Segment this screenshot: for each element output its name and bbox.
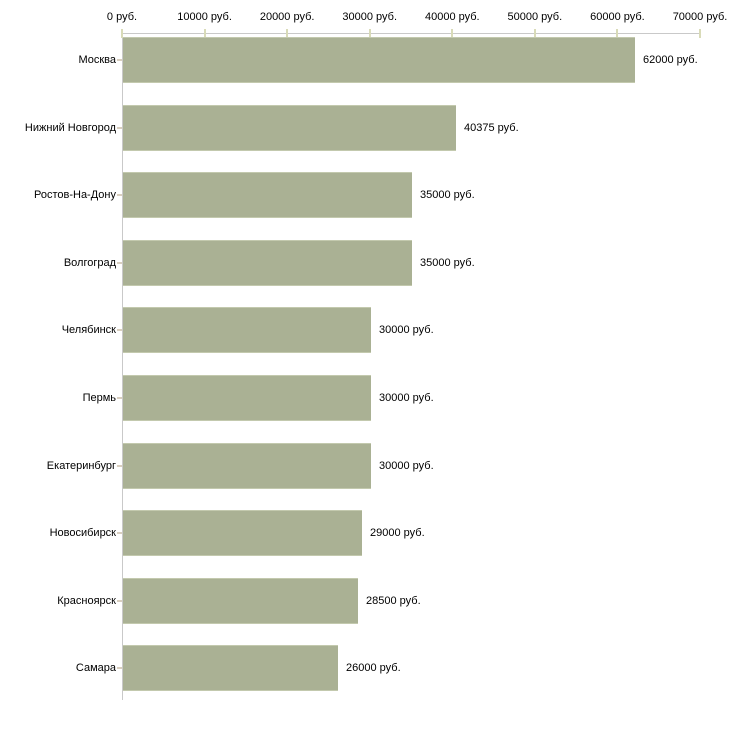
value-label: 35000 руб.: [420, 256, 475, 269]
bar: [123, 645, 338, 692]
x-tick-mark: [121, 29, 123, 38]
category-label: Нижний Новгород: [24, 121, 116, 134]
category-tick-mark: [117, 464, 122, 467]
category-tick-mark: [117, 261, 122, 264]
value-label: 30000 руб.: [379, 459, 434, 472]
x-tick-mark: [286, 29, 289, 38]
value-label: 35000 руб.: [420, 189, 475, 202]
bar: [123, 172, 412, 219]
category-label: Ростов-На-Дону: [33, 189, 116, 202]
bar: [123, 307, 371, 354]
x-tick-mark: [699, 29, 701, 38]
bar: [123, 239, 412, 286]
x-tick-label: 10000 руб.: [177, 11, 232, 23]
x-tick-label: 0 руб.: [106, 11, 138, 23]
bar: [123, 104, 456, 151]
x-tick-label: 50000 руб.: [507, 11, 563, 23]
x-tick-label: 30000 руб.: [342, 11, 398, 23]
value-label: 26000 руб.: [346, 662, 401, 675]
category-label: Пермь: [82, 392, 116, 404]
category-tick-mark: [117, 194, 122, 197]
bar: [123, 37, 635, 83]
x-tick-mark: [533, 29, 536, 38]
x-tick-label: 40000 руб.: [424, 11, 480, 23]
y-axis-line: [122, 33, 123, 700]
value-label: 62000 руб.: [643, 54, 698, 66]
value-label: 30000 руб.: [379, 324, 434, 337]
category-tick-mark: [117, 59, 122, 61]
x-tick-label: 60000 руб.: [590, 11, 645, 23]
category-tick-mark: [117, 667, 122, 670]
category-label: Новосибирск: [49, 527, 116, 540]
category-tick-mark: [117, 329, 122, 332]
bar: [123, 375, 371, 421]
category-label: Челябинск: [61, 324, 116, 337]
value-label: 29000 руб.: [370, 527, 425, 540]
category-label: Волгоград: [63, 256, 116, 269]
category-tick-mark: [117, 397, 122, 399]
value-label: 40375 руб.: [464, 121, 519, 134]
category-tick-mark: [117, 599, 122, 602]
value-label: 30000 руб.: [379, 392, 434, 404]
x-tick-mark: [368, 29, 371, 38]
value-label: 28500 руб.: [366, 594, 421, 607]
category-label: Екатеринбург: [46, 459, 116, 472]
bar: [123, 442, 371, 489]
category-label: Москва: [78, 54, 116, 66]
category-tick-mark: [117, 532, 122, 535]
bar: [123, 577, 358, 624]
x-tick-label: 20000 руб.: [259, 11, 315, 23]
bar: [123, 510, 362, 557]
category-label: Красноярск: [57, 594, 116, 607]
x-tick-mark: [616, 29, 619, 38]
x-tick-mark: [451, 29, 454, 38]
x-tick-mark: [203, 29, 206, 38]
category-label: Самара: [75, 662, 116, 675]
category-tick-mark: [117, 126, 122, 129]
x-axis-line: [122, 33, 701, 34]
x-tick-label: 70000 руб.: [672, 11, 728, 23]
